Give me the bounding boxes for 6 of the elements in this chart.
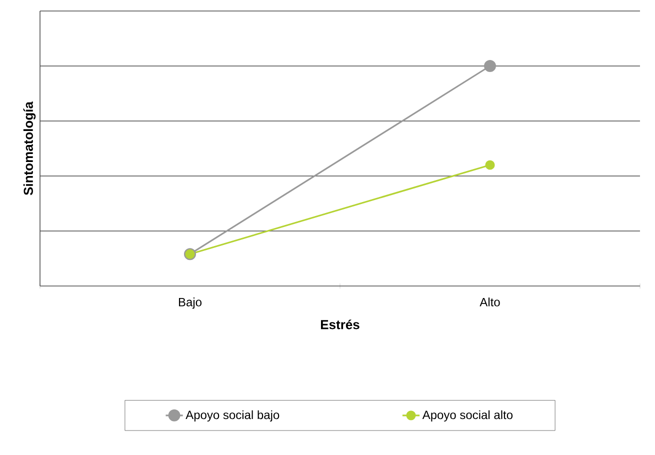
legend-label: Apoyo social alto [422,410,513,422]
x-axis-title: Estrés [320,320,360,330]
y-axis-title: Sintomatología [23,101,36,196]
x-tick-label: Bajo [178,298,202,309]
legend-label: Apoyo social bajo [186,410,280,422]
x-tick-label: Alto [480,298,500,306]
